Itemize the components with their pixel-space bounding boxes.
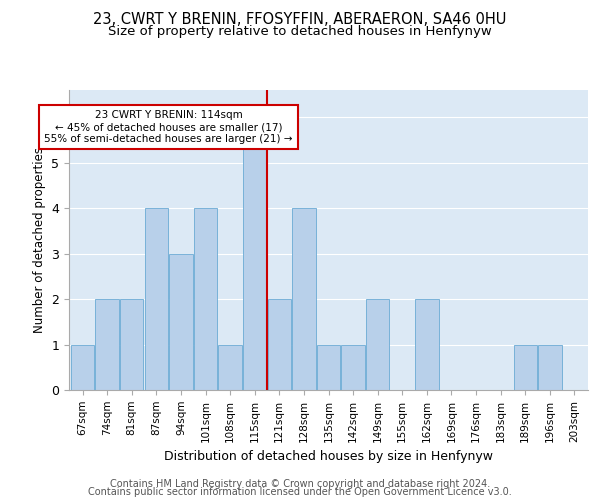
Bar [268, 299, 291, 390]
Bar [538, 344, 562, 390]
Bar [514, 344, 537, 390]
Text: Contains public sector information licensed under the Open Government Licence v3: Contains public sector information licen… [88, 487, 512, 497]
Text: 23, CWRT Y BRENIN, FFOSYFFIN, ABERAERON, SA46 0HU: 23, CWRT Y BRENIN, FFOSYFFIN, ABERAERON,… [94, 12, 506, 28]
Bar [317, 344, 340, 390]
Bar [95, 299, 119, 390]
Bar [341, 344, 365, 390]
Text: 23 CWRT Y BRENIN: 114sqm
← 45% of detached houses are smaller (17)
55% of semi-d: 23 CWRT Y BRENIN: 114sqm ← 45% of detach… [44, 110, 293, 144]
Bar [292, 208, 316, 390]
Bar [169, 254, 193, 390]
Bar [366, 299, 389, 390]
Bar [243, 118, 266, 390]
Bar [71, 344, 94, 390]
Text: Size of property relative to detached houses in Henfynyw: Size of property relative to detached ho… [108, 25, 492, 38]
Bar [120, 299, 143, 390]
Y-axis label: Number of detached properties: Number of detached properties [33, 147, 46, 333]
Bar [145, 208, 168, 390]
Bar [194, 208, 217, 390]
Bar [218, 344, 242, 390]
Bar [415, 299, 439, 390]
Text: Contains HM Land Registry data © Crown copyright and database right 2024.: Contains HM Land Registry data © Crown c… [110, 479, 490, 489]
X-axis label: Distribution of detached houses by size in Henfynyw: Distribution of detached houses by size … [164, 450, 493, 463]
